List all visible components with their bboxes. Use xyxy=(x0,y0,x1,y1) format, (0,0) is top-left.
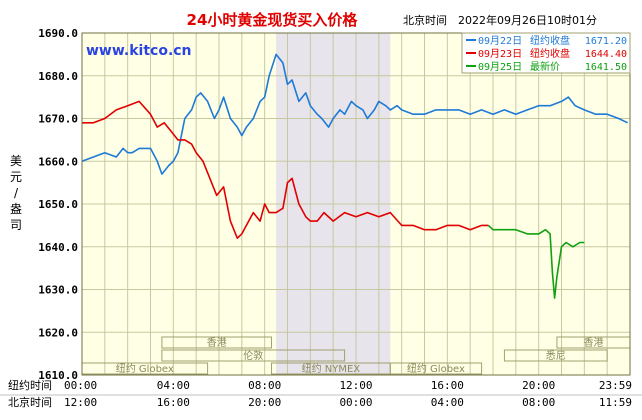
time-row-label: 纽约时间 xyxy=(8,378,52,392)
time-row-label: 北京时间 xyxy=(8,395,52,409)
time-tick-label: 20:00 xyxy=(522,379,555,392)
session-band xyxy=(503,349,608,362)
session-band xyxy=(161,349,346,362)
session-label: 悉尼 xyxy=(546,350,566,362)
time-tick-label: 16:00 xyxy=(157,396,190,409)
y-tick-label: 1640.0 xyxy=(38,241,78,254)
y-tick-label: 1650.0 xyxy=(38,198,78,211)
series-line-2 xyxy=(82,100,489,239)
session-label: 纽约 NYMEX xyxy=(302,362,361,375)
y-tick-label: 1670.0 xyxy=(38,113,78,126)
legend-value: 1671.20 xyxy=(585,36,627,47)
series-line-3 xyxy=(487,224,585,299)
series-lines xyxy=(81,53,629,299)
legend-value: 1644.40 xyxy=(585,49,627,60)
y-axis-ticks: 1610.0 1620.0 1630.0 1640.0 1650.0 1660.0 1670… xyxy=(38,27,78,382)
series-line-1 xyxy=(81,53,629,175)
y-tick-label: 1610.0 xyxy=(38,369,78,382)
legend-label: 纽约收盘 xyxy=(530,47,570,60)
legend-box xyxy=(461,32,631,74)
time-tick-label: 08:00 xyxy=(522,396,555,409)
session-label: 香港 xyxy=(583,337,603,349)
time-tick-label: 12:00 xyxy=(339,379,372,392)
y-tick-label: 1690.0 xyxy=(38,27,78,40)
plot-border xyxy=(81,32,631,376)
time-tick-label: 11:59 xyxy=(599,396,632,409)
time-tick-label: 23:59 xyxy=(599,379,632,392)
legend-value: 1641.50 xyxy=(585,62,627,73)
legend-label: 最新价 xyxy=(530,60,560,73)
time-axis: 纽约时间 00:00 04:00 08:00 12:00 16:00 20:00 23:59 北… xyxy=(0,378,642,409)
time-tick-label: 08:00 xyxy=(248,379,281,392)
time-tick-label: 20:00 xyxy=(248,396,281,409)
session-label: 伦敦 xyxy=(243,349,263,362)
y-tick-label: 1680.0 xyxy=(38,70,78,83)
time-tick-label: 16:00 xyxy=(431,379,464,392)
y-label-char: 元 xyxy=(10,170,22,184)
time-tick-label: 04:00 xyxy=(157,379,190,392)
time-tick-label: 04:00 xyxy=(431,396,464,409)
legend-date: 09月23日 xyxy=(478,48,522,60)
legend-label: 纽约收盘 xyxy=(530,34,570,47)
session-band xyxy=(389,362,483,375)
session-label: 纽约 Globex xyxy=(407,362,465,375)
session-band xyxy=(161,336,273,349)
watermark: www.kitco.cn xyxy=(86,43,192,59)
time-tick-label: 00:00 xyxy=(339,396,372,409)
chart-title: 24小时黄金现货买入价格 xyxy=(187,11,359,29)
plot-frame xyxy=(81,32,631,376)
y-tick-label: 1660.0 xyxy=(38,155,78,168)
legend: 09月22日 纽约收盘 1671.20 09月23日 纽约收盘 1644.40 09月25日… xyxy=(461,32,631,74)
session-label: 纽约 Globex xyxy=(116,362,174,375)
y-tick-label: 1630.0 xyxy=(38,284,78,297)
y-tick-label: 1620.0 xyxy=(38,326,78,339)
legend-date: 09月25日 xyxy=(478,61,522,73)
y-label-char: 美 xyxy=(10,154,22,168)
time-tick-label: 12:00 xyxy=(64,396,97,409)
y-label-char: 盎 xyxy=(10,202,22,216)
y-label-char: / xyxy=(14,186,19,200)
y-axis-label: 美元 / 盎司 xyxy=(10,154,22,232)
chart-subtitle: 北京时间 2022年09月26日10时01分 xyxy=(403,13,597,27)
y-label-char: 司 xyxy=(10,218,22,232)
session-label: 香港 xyxy=(207,337,227,349)
time-tick-label: 00:00 xyxy=(64,379,97,392)
legend-date: 09月22日 xyxy=(478,35,522,47)
